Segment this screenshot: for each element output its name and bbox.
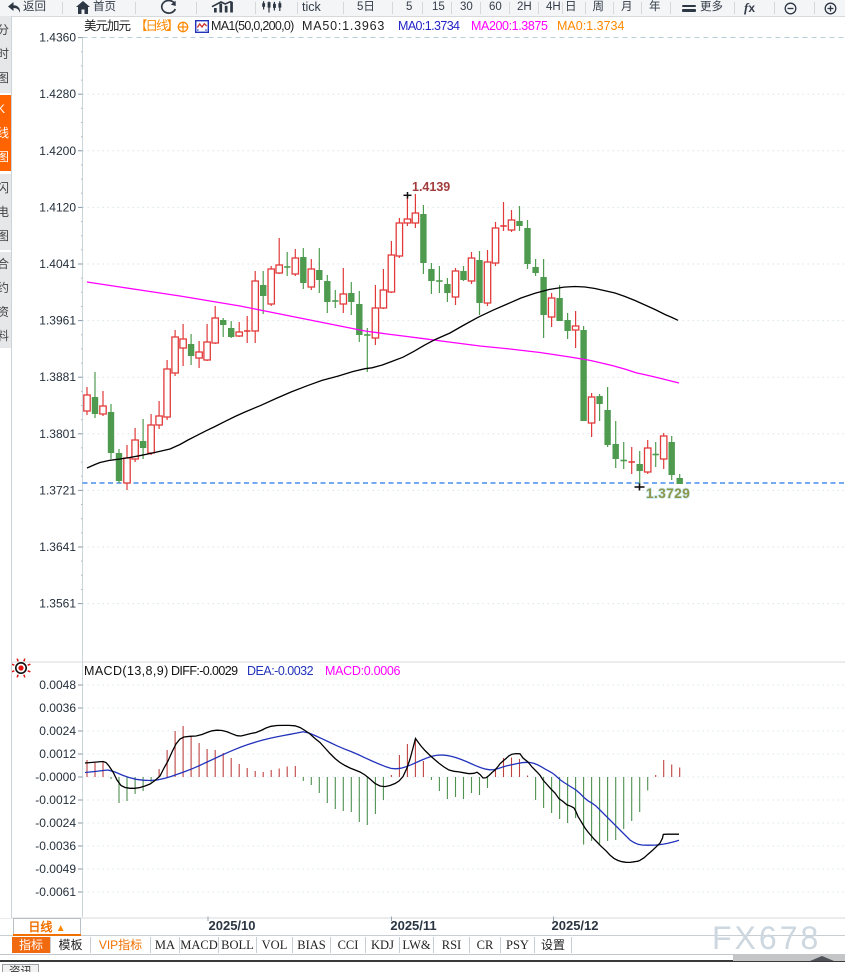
svg-text:DIFF:-0.0029: DIFF:-0.0029 — [171, 664, 238, 678]
svg-text:MACD:0.0006: MACD:0.0006 — [325, 664, 401, 678]
svg-text:-0.0000: -0.0000 — [35, 770, 76, 784]
svg-text:1.3721: 1.3721 — [39, 483, 76, 497]
svg-text:1.4200: 1.4200 — [39, 144, 76, 158]
svg-text:1.4041: 1.4041 — [39, 257, 76, 271]
svg-text:0.0036: 0.0036 — [39, 701, 76, 715]
svg-text:-0.0036: -0.0036 — [35, 839, 76, 853]
svg-text:1.3729: 1.3729 — [646, 486, 690, 501]
svg-text:2025/11: 2025/11 — [390, 918, 436, 933]
svg-text:1.3561: 1.3561 — [39, 597, 76, 611]
svg-text:-0.0012: -0.0012 — [35, 793, 76, 807]
svg-text:-0.0061: -0.0061 — [35, 885, 76, 899]
svg-text:1.3641: 1.3641 — [39, 540, 76, 554]
svg-text:1.3801: 1.3801 — [39, 427, 76, 441]
svg-text:0.0048: 0.0048 — [39, 678, 76, 692]
svg-text:-0.0024: -0.0024 — [35, 816, 76, 830]
svg-text:1.4139: 1.4139 — [412, 180, 450, 194]
svg-text:0.0024: 0.0024 — [39, 724, 76, 738]
svg-text:2025/12: 2025/12 — [552, 918, 599, 933]
svg-text:1.4360: 1.4360 — [39, 31, 76, 45]
svg-text:2025/10: 2025/10 — [209, 918, 256, 933]
svg-text:1.3881: 1.3881 — [39, 370, 76, 384]
svg-text:1.4120: 1.4120 — [39, 200, 76, 214]
svg-text:MACD(13,8,9): MACD(13,8,9) — [84, 664, 169, 678]
svg-text:0.0012: 0.0012 — [39, 747, 76, 761]
svg-text:1.3961: 1.3961 — [39, 314, 76, 328]
svg-text:-0.0049: -0.0049 — [35, 862, 76, 876]
svg-text:1.4280: 1.4280 — [39, 87, 76, 101]
svg-text:DEA:-0.0032: DEA:-0.0032 — [247, 664, 314, 678]
